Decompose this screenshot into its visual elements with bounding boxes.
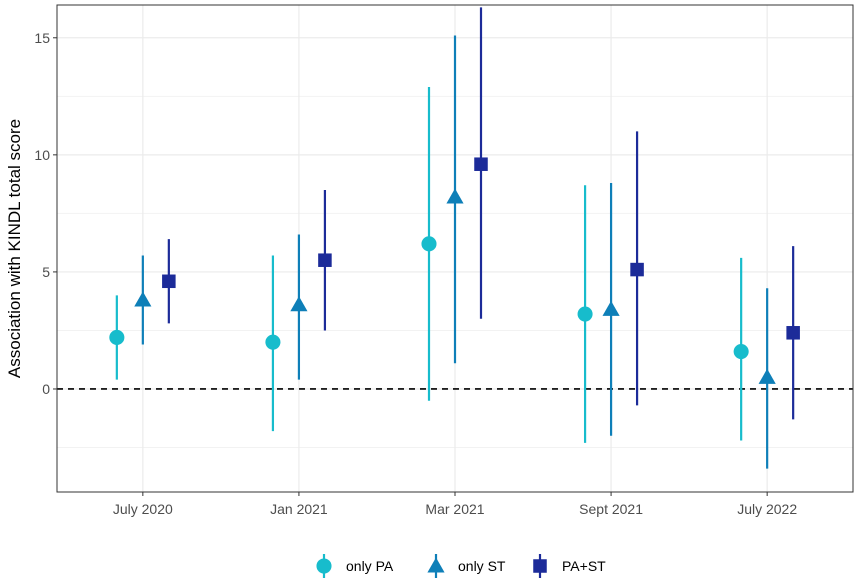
legend-label: only PA <box>346 558 394 574</box>
data-point <box>134 291 152 307</box>
legend-key-marker <box>316 558 332 574</box>
y-tick-label: 15 <box>34 30 50 46</box>
data-point <box>446 188 464 204</box>
y-axis-title: Association with KINDL total score <box>5 119 24 378</box>
legend-label: only ST <box>458 558 506 574</box>
data-point <box>758 368 776 384</box>
data-point <box>630 262 644 277</box>
series-layer <box>109 7 800 469</box>
data-point <box>786 326 800 340</box>
data-point <box>421 236 437 252</box>
data-point <box>577 306 593 322</box>
data-point <box>602 300 620 316</box>
x-tick-label: July 2022 <box>737 501 797 517</box>
data-point <box>162 274 176 289</box>
y-tick-label: 0 <box>42 381 50 397</box>
legend-label: PA+ST <box>562 558 606 574</box>
x-tick-label: July 2020 <box>113 501 173 517</box>
axes: 0 5 10 15 July 2020 Jan 2021 Mar 2021 Sept 2021… <box>34 30 797 517</box>
legend-key-marker <box>427 557 445 573</box>
x-tick-label: Sept 2021 <box>579 501 643 517</box>
data-point <box>109 329 125 346</box>
data-point <box>474 157 488 171</box>
data-point <box>733 343 749 360</box>
legend-key-marker <box>533 559 547 573</box>
data-point <box>290 296 308 312</box>
y-tick-label: 5 <box>42 264 50 280</box>
x-tick-label: Jan 2021 <box>270 501 328 517</box>
x-tick-label: Mar 2021 <box>425 501 484 517</box>
data-point <box>265 334 281 350</box>
data-point <box>318 253 332 267</box>
legend: only PA only ST PA+ST <box>316 554 606 578</box>
y-tick-label: 10 <box>34 147 50 163</box>
